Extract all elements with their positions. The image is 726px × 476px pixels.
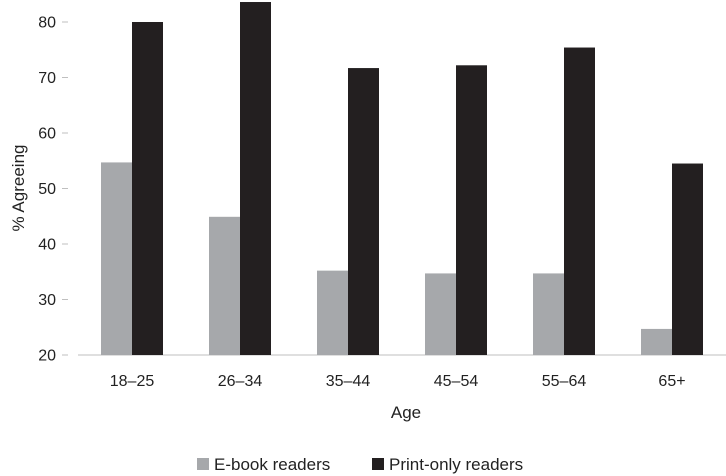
bar-print-only-1 xyxy=(240,2,271,356)
x-tick-label: 55–64 xyxy=(542,373,587,390)
y-axis: 20 30 40 50 60 70 80 xyxy=(38,15,68,365)
bar-print-only-0 xyxy=(132,22,163,355)
x-tick-label: 65+ xyxy=(658,373,685,390)
x-tick-label: 45–54 xyxy=(434,373,479,390)
y-tick-label: 60 xyxy=(38,126,56,143)
y-tick-label: 30 xyxy=(38,292,56,309)
bar-print-only-3 xyxy=(456,65,487,355)
bar-ebook-2 xyxy=(317,270,348,355)
bar-ebook-3 xyxy=(425,273,456,355)
y-tick-label: 50 xyxy=(38,181,56,198)
y-axis-label: % Agreeing xyxy=(9,145,28,232)
x-axis: 18–25 26–34 35–44 45–54 55–64 65+ xyxy=(78,354,726,390)
bars xyxy=(101,2,703,356)
x-tick-label: 18–25 xyxy=(110,373,155,390)
legend: E-book readers Print-only readers xyxy=(197,455,523,474)
bar-print-only-5 xyxy=(672,163,703,355)
bar-ebook-5 xyxy=(641,328,672,355)
legend-swatch xyxy=(372,458,384,470)
y-tick-label: 20 xyxy=(38,348,56,365)
legend-label: Print-only readers xyxy=(389,455,523,474)
bar-print-only-4 xyxy=(564,47,595,355)
legend-label: E-book readers xyxy=(214,455,330,474)
x-tick-label: 26–34 xyxy=(218,373,263,390)
y-tick-label: 40 xyxy=(38,237,56,254)
bar-print-only-2 xyxy=(348,68,379,355)
x-axis-label: Age xyxy=(391,403,421,422)
x-tick-label: 35–44 xyxy=(326,373,371,390)
legend-swatch xyxy=(197,458,209,470)
y-tick-label: 70 xyxy=(38,70,56,87)
bar-ebook-1 xyxy=(209,216,240,355)
y-tick-label: 80 xyxy=(38,15,56,32)
bar-ebook-4 xyxy=(533,273,564,355)
bar-ebook-0 xyxy=(101,162,132,355)
